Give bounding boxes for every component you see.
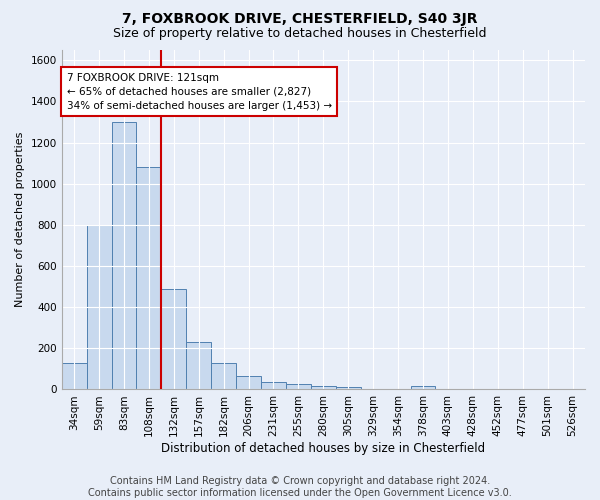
Bar: [236, 376, 261, 390]
Bar: [286, 384, 311, 390]
X-axis label: Distribution of detached houses by size in Chesterfield: Distribution of detached houses by size …: [161, 442, 485, 455]
Text: 7 FOXBROOK DRIVE: 121sqm
← 65% of detached houses are smaller (2,827)
34% of sem: 7 FOXBROOK DRIVE: 121sqm ← 65% of detach…: [67, 72, 332, 110]
Bar: [211, 362, 236, 390]
Bar: [311, 386, 336, 390]
Text: Contains HM Land Registry data © Crown copyright and database right 2024.
Contai: Contains HM Land Registry data © Crown c…: [88, 476, 512, 498]
Text: Size of property relative to detached houses in Chesterfield: Size of property relative to detached ho…: [113, 28, 487, 40]
Y-axis label: Number of detached properties: Number of detached properties: [15, 132, 25, 308]
Bar: [261, 382, 286, 390]
Bar: [112, 122, 136, 390]
Bar: [336, 387, 361, 390]
Text: 7, FOXBROOK DRIVE, CHESTERFIELD, S40 3JR: 7, FOXBROOK DRIVE, CHESTERFIELD, S40 3JR: [122, 12, 478, 26]
Bar: [410, 386, 436, 390]
Bar: [161, 288, 186, 390]
Bar: [186, 342, 211, 390]
Bar: [62, 362, 86, 390]
Bar: [86, 225, 112, 390]
Bar: [136, 168, 161, 390]
